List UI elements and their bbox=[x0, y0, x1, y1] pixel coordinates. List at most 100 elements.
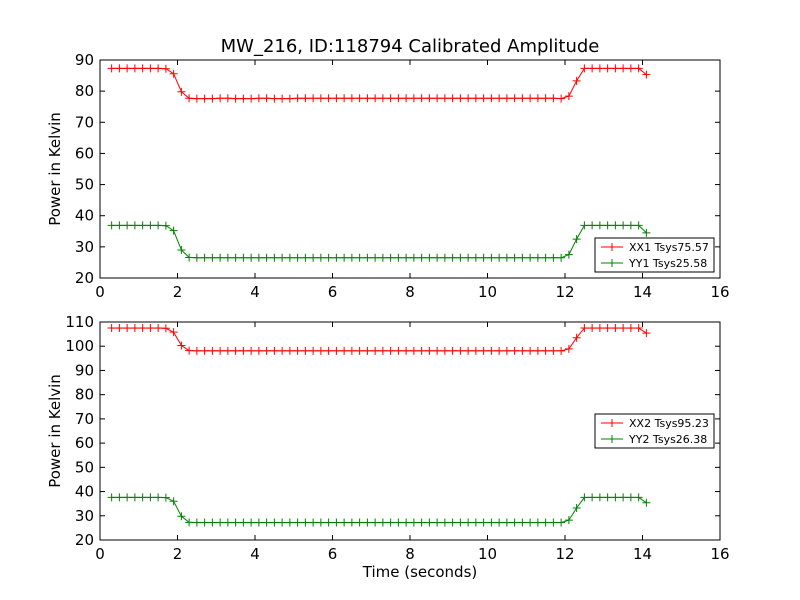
data-point bbox=[371, 94, 380, 103]
y-tick-label: 80 bbox=[75, 386, 94, 404]
data-point bbox=[216, 518, 225, 527]
data-point bbox=[185, 253, 194, 262]
data-point bbox=[402, 518, 411, 527]
y-tick-label: 20 bbox=[75, 531, 94, 549]
data-point bbox=[355, 518, 364, 527]
data-point bbox=[557, 94, 566, 103]
data-point bbox=[231, 253, 240, 262]
data-point bbox=[285, 346, 294, 355]
data-point bbox=[324, 94, 333, 103]
x-tick-label: 14 bbox=[633, 283, 652, 301]
data-point bbox=[347, 253, 356, 262]
x-tick-label: 16 bbox=[710, 545, 729, 563]
data-point bbox=[603, 324, 612, 333]
data-point bbox=[332, 346, 341, 355]
data-point bbox=[510, 94, 519, 103]
data-point bbox=[138, 324, 147, 333]
data-point bbox=[316, 253, 325, 262]
legend-marker bbox=[608, 435, 616, 443]
data-point bbox=[262, 518, 271, 527]
data-point bbox=[208, 346, 217, 355]
data-point bbox=[371, 253, 380, 262]
x-tick-label: 10 bbox=[478, 545, 497, 563]
data-point bbox=[324, 253, 333, 262]
x-tick-label: 2 bbox=[173, 545, 183, 563]
data-point bbox=[239, 253, 248, 262]
data-point bbox=[216, 94, 225, 103]
data-point bbox=[417, 94, 426, 103]
data-point bbox=[588, 493, 597, 502]
data-point bbox=[595, 221, 604, 230]
data-point bbox=[309, 253, 318, 262]
data-point bbox=[487, 346, 496, 355]
data-point bbox=[471, 94, 480, 103]
data-point bbox=[464, 346, 473, 355]
data-point bbox=[394, 253, 403, 262]
data-point bbox=[254, 518, 263, 527]
data-point bbox=[130, 324, 139, 333]
data-point bbox=[588, 221, 597, 230]
data-point bbox=[409, 518, 418, 527]
data-point bbox=[378, 94, 387, 103]
data-point bbox=[123, 324, 132, 333]
data-point bbox=[549, 346, 558, 355]
data-point bbox=[464, 94, 473, 103]
data-point bbox=[394, 94, 403, 103]
data-point bbox=[332, 94, 341, 103]
y-tick-label: 90 bbox=[75, 51, 94, 69]
y-tick-label: 20 bbox=[75, 269, 94, 287]
data-point bbox=[340, 253, 349, 262]
data-point bbox=[223, 253, 232, 262]
data-point bbox=[169, 69, 178, 78]
data-point bbox=[564, 516, 573, 525]
data-point bbox=[278, 518, 287, 527]
data-point bbox=[115, 221, 124, 230]
data-point bbox=[634, 493, 643, 502]
x-tick-label: 0 bbox=[95, 283, 105, 301]
data-point bbox=[208, 253, 217, 262]
data-point bbox=[239, 94, 248, 103]
data-point bbox=[386, 94, 395, 103]
x-tick-label: 8 bbox=[405, 545, 415, 563]
data-point bbox=[603, 493, 612, 502]
data-point bbox=[549, 518, 558, 527]
data-point bbox=[138, 64, 147, 73]
data-point bbox=[301, 94, 310, 103]
data-point bbox=[192, 518, 201, 527]
data-point bbox=[634, 324, 643, 333]
data-point bbox=[371, 346, 380, 355]
data-point bbox=[448, 94, 457, 103]
y-tick-label: 30 bbox=[75, 238, 94, 256]
data-point bbox=[526, 518, 535, 527]
data-point bbox=[107, 493, 116, 502]
data-point bbox=[564, 92, 573, 101]
data-point bbox=[448, 518, 457, 527]
data-point bbox=[611, 64, 620, 73]
data-point bbox=[425, 346, 434, 355]
data-point bbox=[440, 346, 449, 355]
data-point bbox=[270, 94, 279, 103]
legend: XX2 Tsys95.23 YY2 Tsys26.38 bbox=[594, 413, 715, 449]
y-tick-label: 100 bbox=[65, 337, 94, 355]
data-point bbox=[161, 493, 170, 502]
data-point bbox=[231, 94, 240, 103]
data-point bbox=[479, 518, 488, 527]
data-point bbox=[138, 221, 147, 230]
data-point bbox=[285, 253, 294, 262]
data-point bbox=[394, 518, 403, 527]
data-point bbox=[634, 64, 643, 73]
data-point bbox=[123, 221, 132, 230]
data-point bbox=[642, 228, 651, 237]
data-point bbox=[270, 346, 279, 355]
data-point bbox=[161, 64, 170, 73]
data-point bbox=[309, 346, 318, 355]
data-point bbox=[642, 329, 651, 338]
data-point bbox=[626, 493, 635, 502]
data-point bbox=[464, 253, 473, 262]
x-tick-label: 14 bbox=[633, 545, 652, 563]
y-tick-label: 80 bbox=[75, 82, 94, 100]
data-point bbox=[541, 253, 550, 262]
y-tick-label: 30 bbox=[75, 507, 94, 525]
data-point bbox=[642, 498, 651, 507]
